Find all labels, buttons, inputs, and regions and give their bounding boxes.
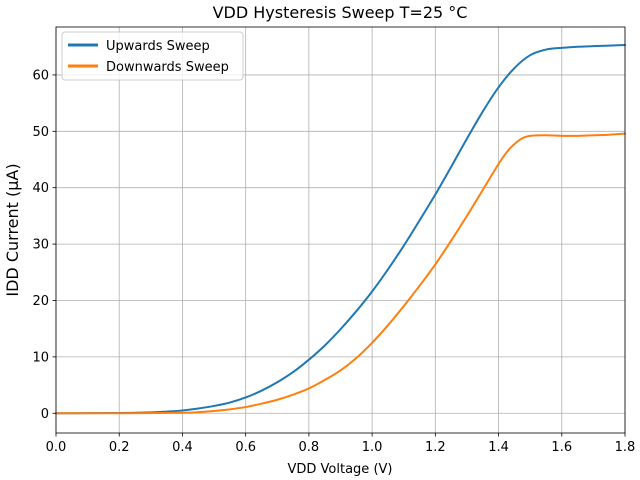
- x-tick-label: 1.8: [615, 440, 636, 455]
- x-tick-label: 0.2: [109, 440, 130, 455]
- legend-label-downwards: Downwards Sweep: [106, 60, 229, 75]
- y-tick-label: 50: [32, 125, 49, 140]
- x-axis-ticks: 0.0 0.2 0.4 0.6 0.8 1.0 1.2 1.4 1.6 1.8: [46, 433, 636, 455]
- chart-title: VDD Hysteresis Sweep T=25 °C: [213, 3, 468, 22]
- x-tick-label: 0.8: [299, 440, 320, 455]
- x-tick-label: 0.4: [172, 440, 193, 455]
- y-tick-label: 60: [32, 68, 49, 83]
- y-axis-label: IDD Current (µA): [3, 163, 22, 296]
- y-axis-ticks: 0 10 20 30 40 50 60: [32, 68, 56, 422]
- x-tick-label: 0.6: [235, 440, 256, 455]
- legend-label-upwards: Upwards Sweep: [106, 39, 210, 54]
- plot-frame: [55, 26, 626, 434]
- legend: Upwards Sweep Downwards Sweep: [61, 31, 244, 81]
- series-line-upwards-sweep: [55, 44, 626, 415]
- x-tick-label: 1.2: [425, 440, 446, 455]
- y-tick-label: 40: [32, 181, 49, 196]
- x-tick-label: 1.4: [488, 440, 509, 455]
- y-tick-label: 30: [32, 238, 49, 253]
- x-axis-label: VDD Voltage (V): [288, 462, 393, 477]
- series-layer: [55, 44, 626, 415]
- series-line-downwards-sweep: [55, 132, 626, 415]
- x-tick-label: 0.0: [46, 440, 67, 455]
- y-tick-label: 0: [41, 407, 49, 422]
- y-tick-label: 10: [32, 350, 49, 365]
- x-tick-label: 1.6: [551, 440, 572, 455]
- y-tick-label: 20: [32, 294, 49, 309]
- x-tick-label: 1.0: [362, 440, 383, 455]
- legend-box: [61, 31, 244, 81]
